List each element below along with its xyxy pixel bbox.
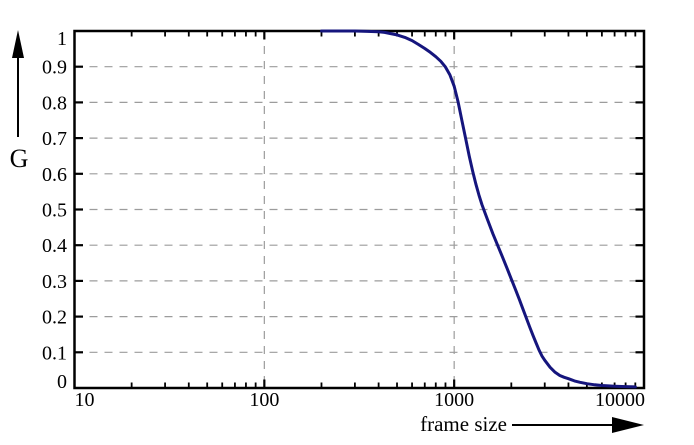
y-tick-label: 0.9 <box>42 57 67 79</box>
x-tick-label: 10 <box>75 389 95 411</box>
gridlines <box>74 31 644 388</box>
y-tick-label: 0.6 <box>42 164 67 186</box>
axis-ticks <box>74 31 644 388</box>
x-axis-label: frame size <box>420 412 507 436</box>
y-tick-label: 0.7 <box>42 128 67 150</box>
y-axis-label: G <box>10 144 29 173</box>
y-tick-label: 0.3 <box>42 271 67 293</box>
x-tick-label: 100 <box>249 389 279 411</box>
x-axis-arrow-icon <box>612 417 644 433</box>
y-tick-label: 0 <box>57 371 67 393</box>
y-tick-label: 0.2 <box>42 307 67 329</box>
y-axis-arrow-icon <box>12 30 24 58</box>
y-tick-label: 1 <box>57 28 67 50</box>
y-tick-label: 0.5 <box>42 200 67 222</box>
x-tick-label: 1000 <box>434 389 474 411</box>
x-tick-label: 10000 <box>595 389 645 411</box>
tick-labels: 10 100 1000 10000 0 0.1 0.2 0.3 0.4 0.5 0.6 0.7 0.8 0… <box>42 28 645 411</box>
y-tick-label: 0.4 <box>42 235 67 257</box>
curve-series-g <box>320 29 637 389</box>
y-tick-label: 0.1 <box>42 342 67 364</box>
y-tick-label: 0.8 <box>42 92 67 114</box>
